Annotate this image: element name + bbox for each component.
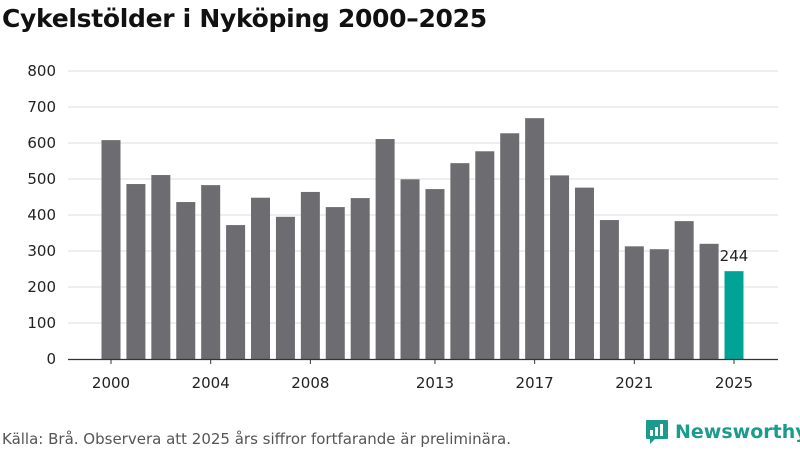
bar-2014 (450, 163, 470, 359)
bar-2009 (325, 207, 345, 359)
bar-2001 (126, 184, 146, 359)
y-tick-label-500: 500 (27, 170, 56, 188)
bar-2017 (525, 118, 545, 359)
bar-2012 (400, 179, 420, 359)
bar-2016 (500, 133, 520, 359)
bars (101, 118, 744, 359)
x-tick-label-2004: 2004 (192, 374, 230, 392)
bar-2018 (550, 175, 570, 359)
y-tick-label-0: 0 (46, 350, 56, 368)
y-tick-label-300: 300 (27, 242, 56, 260)
y-tick-label-700: 700 (27, 98, 56, 116)
source-note: Källa: Brå. Observera att 2025 års siffr… (2, 430, 511, 448)
x-tick-label-2008: 2008 (291, 374, 329, 392)
bar-2000 (101, 140, 121, 359)
bar-2008 (300, 191, 320, 359)
bar-2025 (724, 271, 744, 359)
x-tick-label-2017: 2017 (516, 374, 554, 392)
bar-2002 (151, 175, 171, 359)
bar-2023 (674, 221, 694, 359)
value-labels: 244 (720, 247, 749, 265)
bar-2005 (226, 225, 246, 359)
bar-2020 (599, 220, 619, 359)
bar-2004 (201, 185, 221, 359)
y-tick-label-100: 100 (27, 314, 56, 332)
bar-2010 (350, 198, 370, 359)
newsworthy-icon (646, 420, 668, 444)
value-label-2025: 244 (720, 247, 749, 265)
bar-2013 (425, 189, 445, 359)
x-tick-label-2021: 2021 (615, 374, 653, 392)
newsworthy-logo: Newsworthy (645, 419, 800, 445)
y-tick-label-400: 400 (27, 206, 56, 224)
y-tick-label-800: 800 (27, 62, 56, 80)
brand-name: Newsworthy (675, 421, 800, 443)
bar-2007 (275, 216, 295, 359)
bar-2015 (475, 151, 495, 359)
y-axis-labels: 0 100 200 300 400 500 600 700 800 (27, 62, 56, 368)
y-tick-label-200: 200 (27, 278, 56, 296)
y-tick-label-600: 600 (27, 134, 56, 152)
x-tick-label-2000: 2000 (92, 374, 130, 392)
bar-2003 (176, 202, 196, 359)
bar-2006 (251, 197, 271, 359)
bar-2024 (699, 243, 719, 359)
x-tick-label-2025: 2025 (715, 374, 753, 392)
bar-2022 (649, 249, 669, 359)
gridlines (68, 70, 778, 324)
chart-title: Cykelstölder i Nyköping 2000–2025 (2, 4, 487, 33)
x-axis: 2000 2004 2008 2013 2017 2021 2025 (68, 358, 778, 392)
bar-2019 (574, 187, 594, 359)
bar-2011 (375, 139, 395, 359)
bar-2021 (624, 246, 644, 359)
x-tick-label-2013: 2013 (416, 374, 454, 392)
